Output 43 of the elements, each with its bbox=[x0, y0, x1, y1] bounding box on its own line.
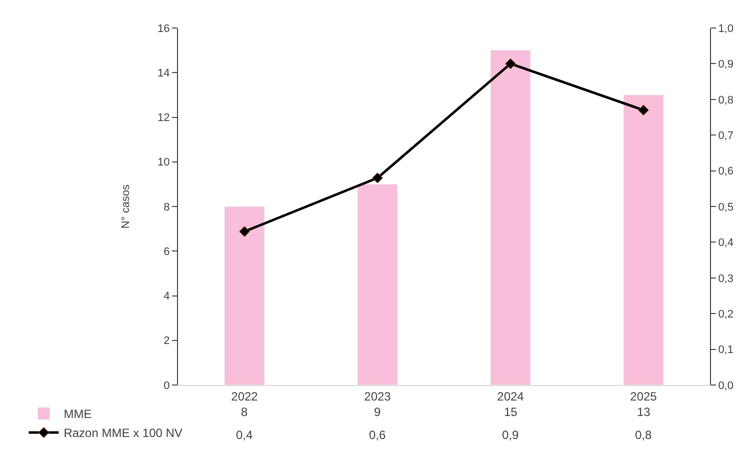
data-label: 0,4 bbox=[236, 428, 254, 442]
legend-label: MME bbox=[64, 407, 92, 422]
x-tick-label: 2024 bbox=[497, 389, 524, 404]
y-tick-label: 6 bbox=[164, 246, 170, 258]
y2-tick-label: 0,4 bbox=[718, 237, 734, 250]
point bbox=[638, 104, 649, 116]
y-tick-label: 8 bbox=[164, 201, 170, 214]
point bbox=[372, 172, 383, 184]
y2-tick-label: 0,7 bbox=[718, 130, 734, 142]
y2-tick-label: 0,1 bbox=[718, 344, 734, 356]
y2-tick-label: 0,6 bbox=[718, 166, 734, 178]
y2-tick-label: 0,8 bbox=[718, 94, 734, 106]
y2-tick-label: 0,3 bbox=[718, 272, 734, 285]
y-tick-label: 14 bbox=[158, 67, 170, 80]
bar bbox=[357, 184, 398, 385]
bar bbox=[623, 94, 664, 385]
y2-tick-label: 0,0 bbox=[718, 380, 734, 392]
point bbox=[239, 226, 250, 237]
y-tick-label: 10 bbox=[158, 156, 170, 169]
bar bbox=[224, 206, 265, 385]
y2-tick-label: 0,9 bbox=[718, 58, 734, 71]
y-tick-label: 12 bbox=[158, 112, 170, 124]
bar bbox=[490, 50, 531, 385]
y-tick-label: 0 bbox=[164, 380, 170, 392]
y-tick-label: 2 bbox=[164, 335, 170, 348]
point bbox=[505, 58, 516, 70]
data-label: 15 bbox=[504, 405, 518, 419]
data-label: 0,9 bbox=[502, 428, 520, 442]
x-tick-label: 2023 bbox=[364, 389, 392, 404]
data-label: 0,6 bbox=[369, 428, 386, 442]
data-label: 13 bbox=[637, 405, 651, 419]
x-tick-label: 2022 bbox=[231, 389, 258, 404]
data-label: 0,8 bbox=[635, 428, 652, 442]
y-axis-title: N° casos bbox=[120, 184, 132, 229]
legend-label: Razon MME x 100 NV bbox=[64, 426, 182, 440]
x-tick-label: 2025 bbox=[630, 389, 658, 404]
data-label: 9 bbox=[374, 405, 381, 419]
data-label: 8 bbox=[241, 405, 248, 419]
y2-tick-label: 1,0 bbox=[718, 22, 734, 35]
y-tick-label: 16 bbox=[158, 22, 170, 35]
y2-tick-label: 0,2 bbox=[718, 308, 734, 320]
y-tick-label: 4 bbox=[164, 290, 170, 303]
y2-tick-label: 0,5 bbox=[718, 201, 734, 214]
